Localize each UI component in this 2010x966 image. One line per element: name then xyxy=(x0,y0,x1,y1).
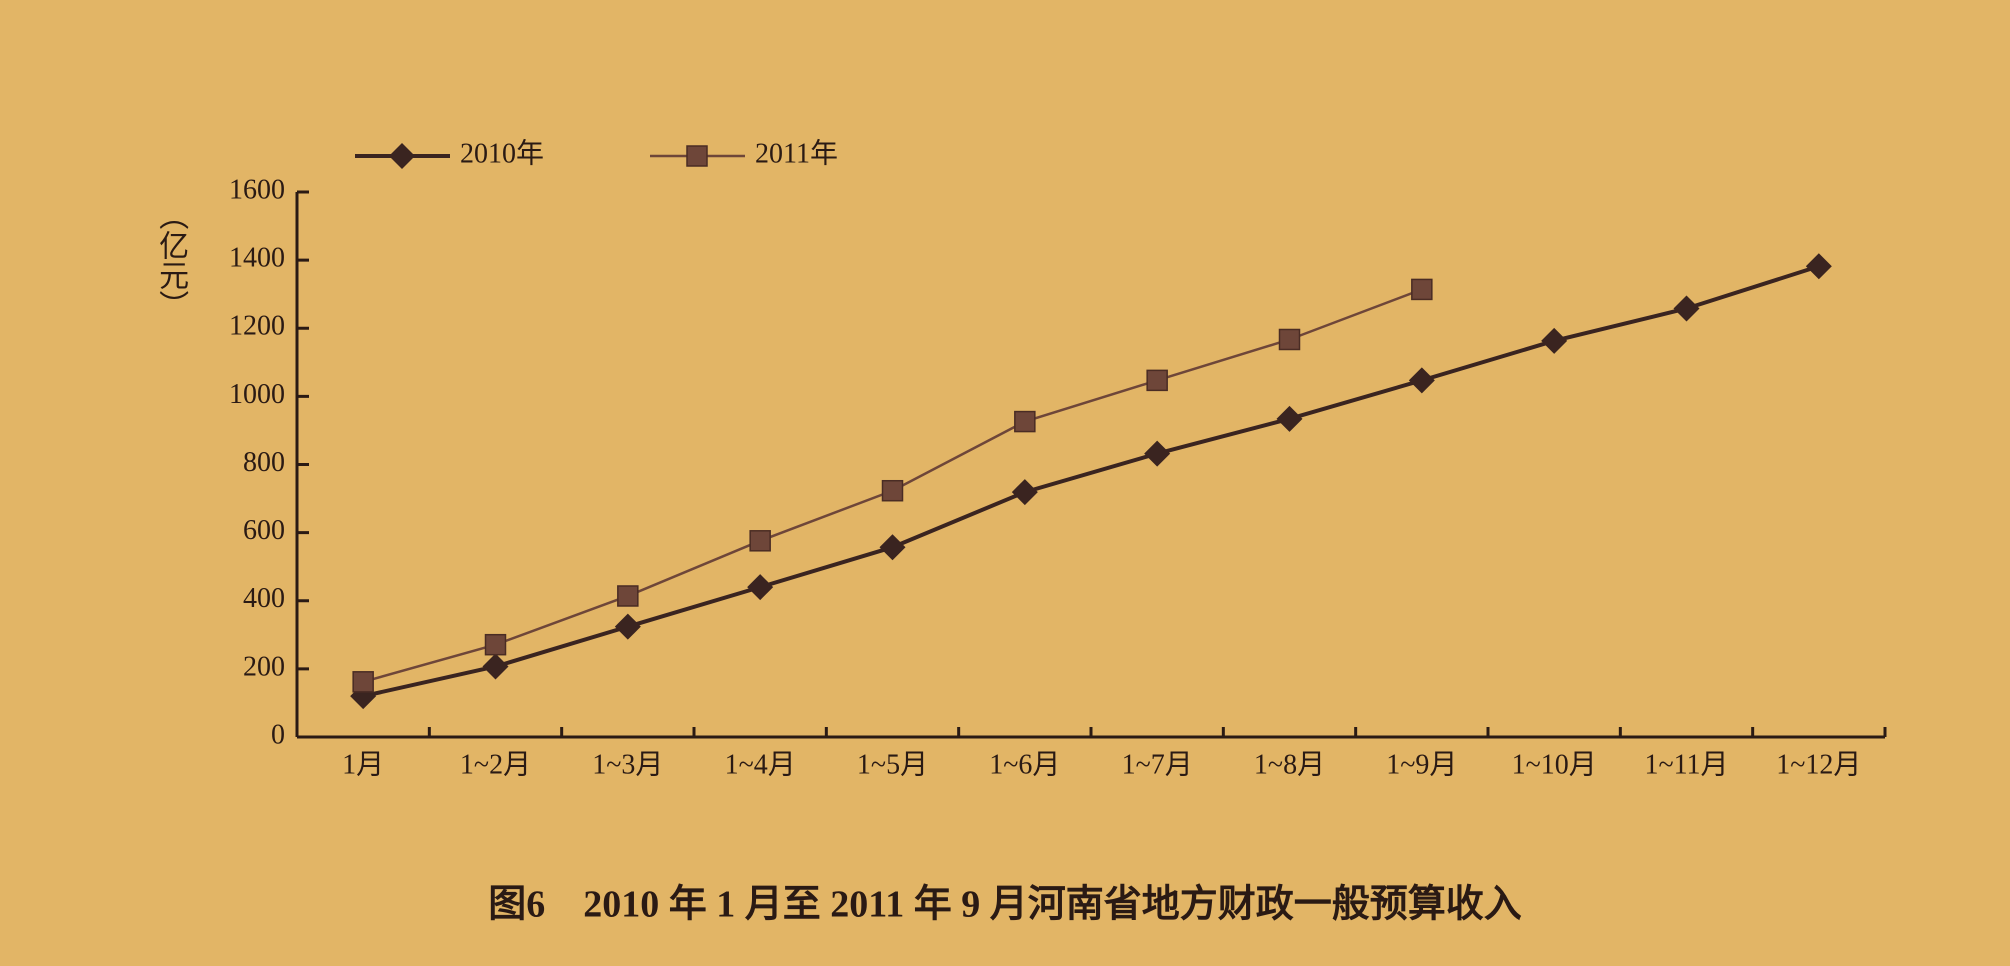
y-tick-label: 400 xyxy=(243,583,285,614)
point xyxy=(1408,367,1435,394)
point xyxy=(879,534,906,561)
legend-marker xyxy=(686,145,708,167)
x-tick-label: 1~4月 xyxy=(725,749,796,780)
point xyxy=(614,613,641,640)
point xyxy=(881,479,904,502)
legend-label: 2011年 xyxy=(755,137,838,169)
x-tick-label: 1~6月 xyxy=(989,749,1060,780)
y-tick-label: 1400 xyxy=(229,243,285,274)
point xyxy=(617,585,639,607)
point xyxy=(1805,253,1832,280)
x-tick-label: 1~5月 xyxy=(857,749,928,780)
x-tick-label: 1~11月 xyxy=(1644,749,1728,780)
chart-title: 图6 2010 年 1 月至 2011 年 9 月河南省地方财政一般预算收入 xyxy=(488,884,1521,926)
point xyxy=(1276,405,1303,432)
point xyxy=(1011,479,1038,506)
y-tick-label: 1200 xyxy=(229,311,285,342)
x-tick-label: 1~12月 xyxy=(1776,749,1861,780)
point xyxy=(1144,440,1171,467)
x-tick-label: 1~8月 xyxy=(1254,749,1325,780)
x-tick-label: 1~10月 xyxy=(1512,749,1597,780)
point xyxy=(1411,278,1433,301)
x-tick-label: 1~2月 xyxy=(460,749,531,780)
point xyxy=(482,653,509,680)
point xyxy=(1541,327,1568,354)
y-axis-label: （亿元） xyxy=(154,200,189,320)
point xyxy=(352,671,374,693)
x-tick-label: 1月 xyxy=(342,749,384,780)
point xyxy=(1673,295,1700,322)
y-tick-label: 1600 xyxy=(229,174,285,205)
point xyxy=(484,633,507,656)
legend-label: 2010年 xyxy=(460,137,544,169)
series-line xyxy=(362,264,1820,699)
x-tick-label: 1~7月 xyxy=(1122,749,1193,780)
point xyxy=(1278,328,1301,351)
legend-marker xyxy=(389,143,415,169)
point xyxy=(1014,410,1036,433)
y-tick-label: 600 xyxy=(243,515,285,546)
y-tick-label: 1000 xyxy=(229,379,285,410)
point xyxy=(749,530,771,552)
point xyxy=(747,574,774,601)
x-tick-label: 1~9月 xyxy=(1386,749,1457,780)
y-tick-label: 200 xyxy=(243,651,285,682)
x-tick-label: 1~3月 xyxy=(592,749,663,780)
point xyxy=(1146,369,1168,392)
y-tick-label: 800 xyxy=(243,447,285,478)
y-tick-label: 0 xyxy=(271,719,285,750)
